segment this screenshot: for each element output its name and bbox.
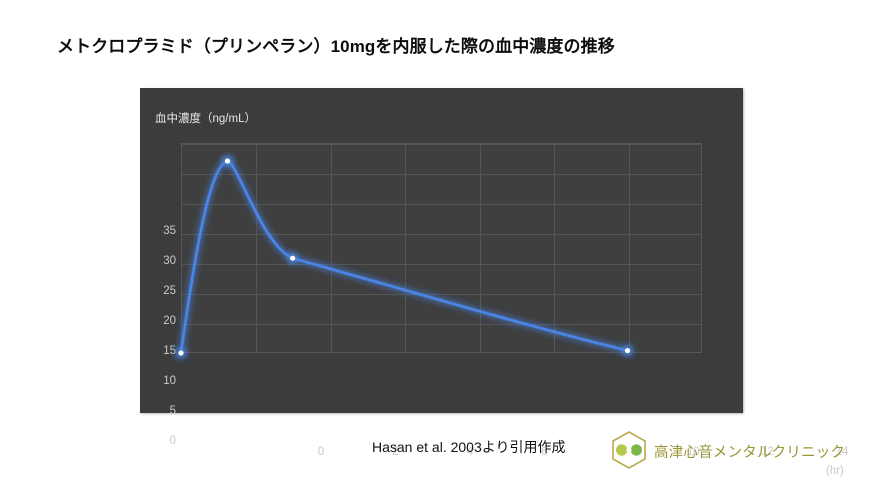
gridline-horizontal [182,324,701,325]
gridline-horizontal [182,264,701,265]
gridline-horizontal [182,204,701,205]
gridline-horizontal [182,144,701,145]
plot-area [181,143,702,353]
gridline-horizontal [182,294,701,295]
gridline-vertical [330,144,332,352]
citation-text: Hasan et al. 2003より引用作成 [372,439,566,455]
x-axis-tick-label: 6 [541,446,548,458]
gridline-horizontal [182,234,701,235]
y-axis-tick-label: 30 [163,255,176,267]
x-axis-tick-label: 10 [686,446,700,458]
y-axis-tick-labels: 0 5 10 15 20 25 30 35 [140,225,176,447]
gridline-horizontal [182,174,701,175]
y-axis-tick-label: 15 [163,345,176,357]
page-title: メトクロプラミド（プリンペラン）10mgを内服した際の血中濃度の推移 [57,37,615,56]
x-axis-tick-label: 12 [761,446,774,458]
gridline-vertical [554,144,556,352]
x-axis-tick-label: 0 [317,446,325,458]
clinic-name-label: 高津心音メンタルクリニック [654,445,846,461]
y-axis-tick-label: 35 [163,225,176,237]
gridline-vertical [256,144,258,352]
y-axis-tick-label: 0 [169,435,176,447]
x-axis-tick-label: 2 [392,446,399,458]
y-axis-tick-label: 20 [163,315,176,327]
gridline-vertical [479,144,481,352]
hexagon-clover-logo-icon [608,430,650,470]
gridline-vertical [628,144,630,352]
y-axis-tick-label: 10 [163,375,176,387]
x-axis-unit-label: (hr) [826,465,844,477]
y-axis-tick-label: 25 [163,285,176,297]
x-axis-tick-label: 4 [466,446,474,458]
gridline-vertical [405,144,407,352]
y-axis-title: 血中濃度（ng/mL） [155,113,256,125]
y-axis-tick-label: 5 [169,405,176,417]
x-axis-tick-label: 14 [835,446,849,458]
